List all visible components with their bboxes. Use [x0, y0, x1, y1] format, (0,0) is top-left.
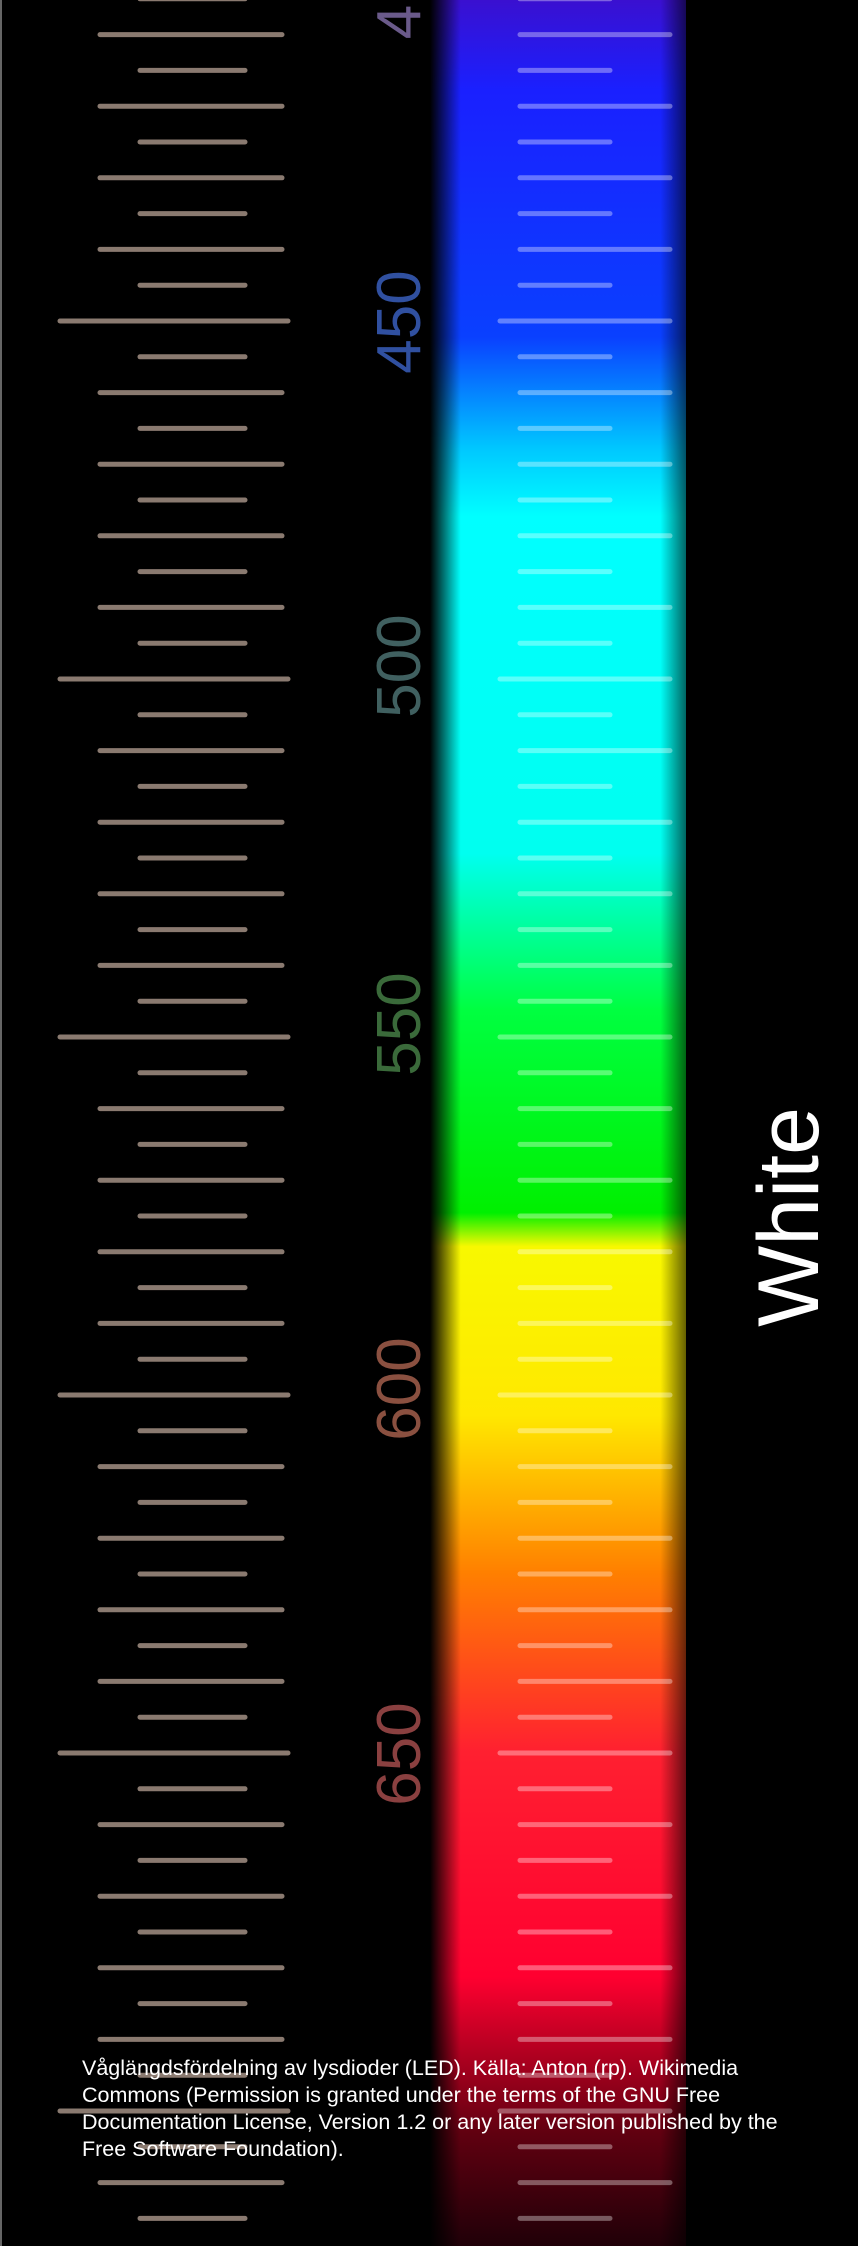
scale-label: 500 — [365, 614, 434, 717]
scale-label: 450 — [365, 270, 434, 373]
scale-label: 600 — [365, 1337, 434, 1440]
spectrum-photo: 4 450 500 550 600 650 White — [0, 0, 858, 2246]
band-shade — [430, 0, 686, 2246]
scale-label: 550 — [365, 972, 434, 1075]
band-label: White — [741, 1107, 837, 1327]
caption: Våglängdsfördelning av lysdioder (LED). … — [82, 2055, 822, 2163]
scale-label: 650 — [365, 1702, 434, 1805]
page: {"scale_labels": ["4", "450", "500", "55… — [0, 0, 858, 2246]
scale-label: 4 — [365, 5, 434, 39]
